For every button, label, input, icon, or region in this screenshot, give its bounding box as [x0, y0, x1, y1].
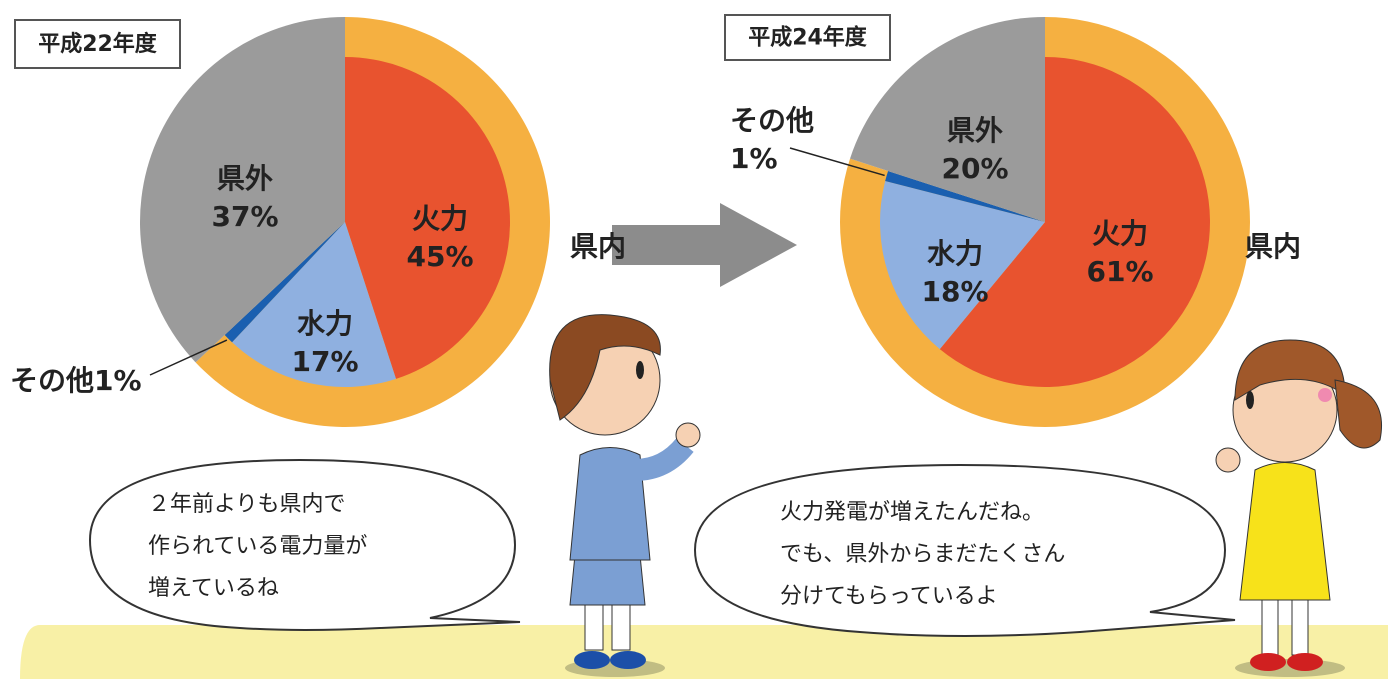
ring-label: 県内	[570, 230, 626, 263]
boy	[550, 315, 700, 677]
value-label: 1%	[94, 364, 142, 397]
slice-label: 火力	[1092, 217, 1148, 250]
value-label: 61%	[1086, 255, 1153, 288]
page: {"chart_data": [ {"type": "pie", "title"…	[0, 0, 1388, 679]
value-label: 37%	[211, 200, 278, 233]
infographic: 県内平成22年度火力45%水力17%その他1%県外37%県内平成24年度火力61…	[0, 0, 1388, 679]
value-label: 17%	[291, 345, 358, 378]
slice-label: 県外	[947, 114, 1003, 147]
ring-label: 県内	[1245, 230, 1301, 263]
value-label: 18%	[921, 275, 988, 308]
slice-label: 水力	[297, 307, 353, 340]
value-label: 45%	[406, 240, 473, 273]
speech-text: 火力発電が増えたんだね。	[780, 500, 1044, 525]
value-label: 1%	[730, 142, 778, 175]
chart-title: 平成24年度	[748, 25, 868, 51]
ground	[20, 625, 1388, 679]
chart-title: 平成22年度	[38, 31, 158, 57]
speech-text: 作られている電力量が	[148, 534, 367, 559]
speech-text: 分けてもらっているよ	[780, 584, 998, 609]
arrow	[612, 203, 797, 287]
slice-label: その他	[730, 104, 814, 137]
value-label: 20%	[941, 152, 1008, 185]
slice-label: 火力	[412, 202, 468, 235]
slice-label: 水力	[927, 237, 983, 270]
speech-text: ２年前よりも県内で	[148, 492, 346, 517]
slice-label: その他	[10, 364, 94, 397]
slice-label: 県外	[217, 162, 273, 195]
speech-text: 増えているね	[148, 576, 279, 601]
speech-text: でも、県外からまだたくさん	[780, 542, 1065, 567]
